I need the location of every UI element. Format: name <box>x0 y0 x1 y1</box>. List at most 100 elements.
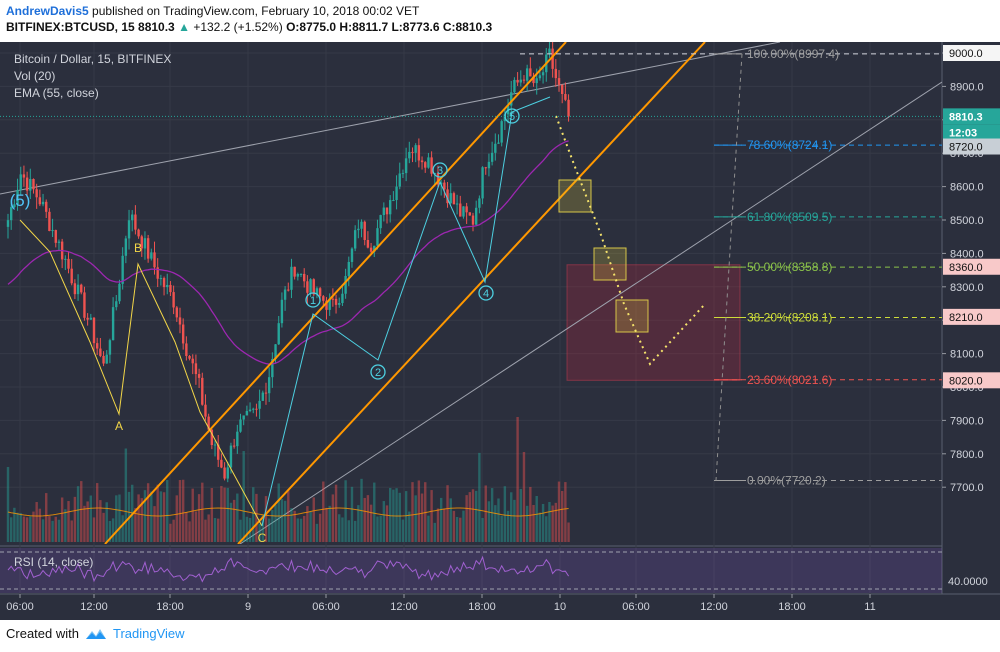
volume-bar <box>134 508 137 542</box>
volume-bar <box>188 521 191 542</box>
volume-bar <box>22 516 26 542</box>
volume-bar <box>76 486 80 542</box>
wave-label-abc: (5) <box>10 191 31 210</box>
legend-ema: EMA (55, close) <box>14 86 99 100</box>
volume-bar <box>497 498 500 542</box>
y-tick-label: 8900.0 <box>950 81 984 93</box>
price-marker-bg <box>943 258 1000 275</box>
candle-body <box>9 207 13 221</box>
volume-bar <box>80 481 83 542</box>
candle-body <box>538 75 542 79</box>
volume-bar <box>67 501 70 542</box>
volume-bar <box>13 507 16 542</box>
volume-bar <box>478 452 481 542</box>
candle-body <box>86 317 89 320</box>
candle-body <box>213 444 217 446</box>
candle-body <box>267 377 271 394</box>
volume-bar <box>178 480 182 542</box>
volume-bar <box>328 505 331 542</box>
candle-body <box>197 374 201 378</box>
price-marker-label: 9000.0 <box>949 48 983 60</box>
chart-area[interactable]: 100.00%(8997.4) 78.60%(8724.1) 61.80%(8509… <box>0 15 1000 620</box>
abc-wave-line <box>19 219 263 527</box>
volume-bar <box>172 519 175 542</box>
fib-level-label: 0.00%(7720.2) <box>747 473 826 487</box>
candle-body <box>541 72 545 76</box>
candle-body <box>560 84 564 95</box>
symbol-label: BITFINEX:BTCUSD, 15 <box>6 20 135 34</box>
candle-body <box>146 238 150 259</box>
volume-bar <box>564 482 567 542</box>
candle-body <box>41 201 45 205</box>
candle-body <box>194 363 198 375</box>
footer: Created with TradingView <box>6 626 185 641</box>
candle-body <box>22 174 26 178</box>
volume-bar <box>283 500 287 542</box>
projected-path <box>555 115 706 366</box>
volume-bar <box>525 505 529 542</box>
volume-bar <box>73 496 77 542</box>
volume-bar <box>385 505 389 542</box>
candle-body <box>328 298 331 310</box>
price-marker-bg <box>943 138 1000 155</box>
wave-label-impulse: 2 <box>375 367 381 379</box>
candle-body <box>417 145 421 161</box>
volume-bar <box>245 516 249 542</box>
x-tick-label: 06:00 <box>312 601 340 613</box>
candle-body <box>481 167 484 199</box>
candle-body <box>548 48 551 55</box>
candle-body <box>118 283 121 302</box>
candle-body <box>73 283 77 295</box>
candle-body <box>360 221 363 229</box>
fib-level-label: 23.60%(8021.6) <box>747 373 832 387</box>
candle-body <box>350 248 354 262</box>
candle-body <box>223 467 226 479</box>
volume-bar <box>16 512 19 542</box>
volume-bar <box>105 502 108 542</box>
volume-bar <box>535 495 538 542</box>
candle-body <box>57 241 61 243</box>
candle-body <box>261 392 264 401</box>
volume-bar <box>293 510 296 542</box>
candle-body <box>248 409 252 412</box>
candle-body <box>449 193 452 204</box>
volume-bar <box>341 517 344 542</box>
candle-body <box>401 173 405 175</box>
x-tick-label: 11 <box>864 601 875 613</box>
volume-bar <box>201 482 204 542</box>
wave-circle <box>432 162 448 178</box>
candle-body <box>462 206 465 217</box>
volume-bar <box>280 499 284 542</box>
candle-body <box>452 193 456 205</box>
x-tick-label: 06:00 <box>622 601 650 613</box>
author-name[interactable]: AndrewDavis5 <box>6 4 89 18</box>
volume-bar <box>102 512 105 542</box>
volume-bar <box>538 512 542 542</box>
candle-body <box>162 278 166 288</box>
volume-bar <box>318 513 322 542</box>
wave-label-impulse: 3 <box>437 165 443 177</box>
volume-bar <box>232 499 236 542</box>
price-chart[interactable]: 100.00%(8997.4) 78.60%(8724.1) 61.80%(8509… <box>0 15 1000 620</box>
volume-bar <box>449 498 452 542</box>
candle-body <box>443 182 446 190</box>
x-tick-label: 12:00 <box>390 601 418 613</box>
volume-bar <box>242 451 245 542</box>
last-price: 8810.3 <box>138 20 175 34</box>
volume-bar <box>389 487 392 542</box>
volume-bar <box>465 495 468 542</box>
volume-bar <box>207 514 210 542</box>
volume-bar <box>48 516 51 542</box>
rsi-band <box>0 548 942 593</box>
volume-bar <box>86 501 89 542</box>
candle-body <box>318 288 322 297</box>
tradingview-brand[interactable]: TradingView <box>112 626 185 641</box>
candle-body <box>131 214 134 221</box>
price-change: +132.2 (+1.52%) <box>193 20 283 34</box>
volume-bar <box>490 488 494 542</box>
x-tick-label: 18:00 <box>156 601 184 613</box>
candle-body <box>236 431 239 447</box>
volume-bar <box>481 517 484 542</box>
price-marker-bg <box>943 372 1000 389</box>
candle-body <box>70 268 73 284</box>
